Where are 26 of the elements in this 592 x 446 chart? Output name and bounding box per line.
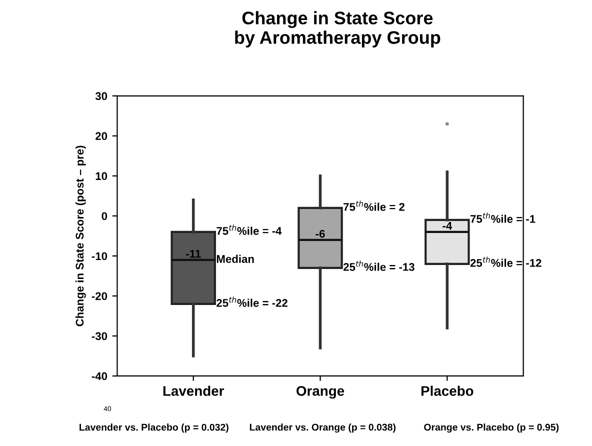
y-tick-label: 10: [96, 172, 108, 180]
annotation: 25$^{th}$%ile = -12: [470, 256, 542, 267]
y-axis-title: Change in State Score (post – pre): [75, 146, 86, 326]
y-tick-label: -10: [92, 252, 108, 260]
text: Orange vs. Placebo (p = 0.95): [424, 424, 559, 433]
y-tick-label: 20: [96, 132, 108, 140]
annotation: 25$^{th}$%ile = -13: [344, 260, 414, 271]
annotation: -6: [316, 230, 325, 238]
text: Lavender vs. Placebo (p = 0.032): [80, 424, 228, 433]
x-tick-label: Placebo: [421, 386, 474, 396]
chart-title: Change in State Score by Aromatherapy Group: [235, 11, 440, 48]
annotation: 75$^{th}$%ile = 2: [344, 200, 404, 211]
y-tick-label: -40: [92, 372, 108, 380]
annotation: 25$^{th}$%ile = -22: [216, 296, 288, 307]
annotation: 75$^{th}$%ile = -1: [470, 212, 536, 223]
x-tick-label: Orange: [296, 386, 344, 399]
annotation: Median: [216, 254, 254, 263]
y-tick-label: -20: [92, 292, 108, 300]
y-tick-label: 0: [102, 212, 108, 220]
annotation: 75$^{th}$%ile = -4: [216, 224, 282, 235]
y-tick-label: 30: [95, 92, 108, 100]
annotation: -4: [442, 222, 452, 230]
x-tick-label: Lavender: [163, 386, 224, 396]
annotation: -11: [186, 250, 201, 258]
y-tick-label: -30: [92, 332, 108, 340]
text: Lavender vs. Orange (p = 0.038): [250, 424, 396, 433]
